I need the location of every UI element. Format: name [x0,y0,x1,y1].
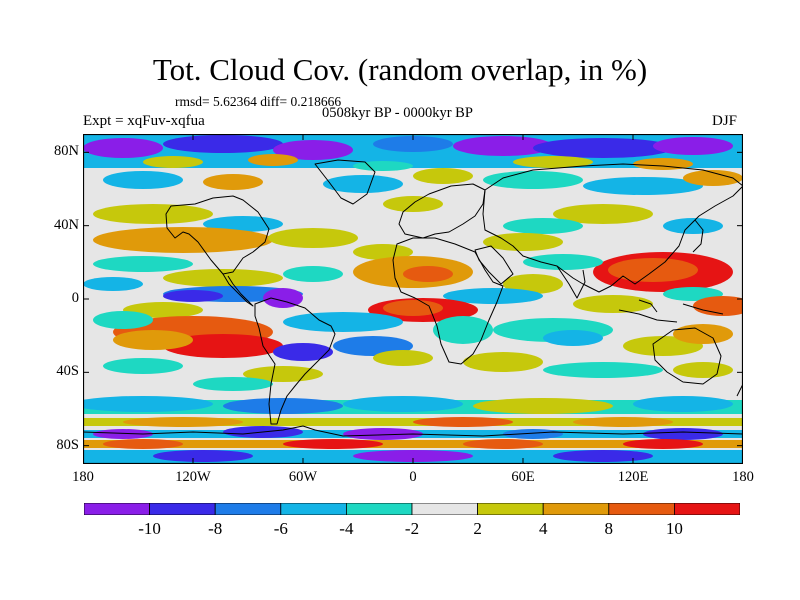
y-tick-label: 40N [54,216,79,233]
x-tick-label: 120W [175,469,211,485]
coastlines [83,159,743,437]
y-tick-label: 0 [71,290,79,306]
coast-central-america [222,273,254,307]
x-tick-label: 0 [409,469,417,485]
coast-japan [692,219,704,253]
colorbar-label: -10 [138,519,161,538]
y-tick-label: 80N [54,143,79,160]
coast-arabia [474,245,514,285]
coast-india [556,265,586,299]
season-label: DJF [712,113,738,129]
coast-asia [482,163,743,293]
cloud-cover-map [83,134,743,464]
x-tick-label: 180 [732,469,754,485]
colorbar-swatch [542,503,610,515]
colorbar-swatch [345,503,413,515]
map-title: Tot. Cloud Cov. (random overlap, in %) [152,52,648,87]
x-tick-label: 60W [288,469,318,485]
coast-north-america [165,195,270,275]
x-tick-label: 60E [511,469,535,485]
coast-antarctica [83,425,743,437]
x-tick-label: 120E [617,469,649,485]
colorbar-label: -6 [273,519,288,538]
colorbar-swatch [608,503,675,515]
stats-line: rmsd= 5.62364 diff= 0.218666 [175,94,342,109]
coast-south-america [254,297,336,425]
anomaly-field [83,134,743,464]
experiment-label: Expt = xqFuv-xqfua [83,113,205,129]
y-tick-label: 40S [56,363,79,380]
colorbar-swatch [149,503,216,515]
colorbar-swatch [674,503,740,515]
colorbar-label: 2 [473,519,482,538]
colorbar [84,503,740,515]
period-label: 0508kyr BP - 0000kyr BP [322,105,473,121]
colorbar-swatch [411,503,478,515]
x-tick-label: 180 [72,469,94,485]
colorbar-label: 8 [604,519,614,538]
colorbar-label: -4 [339,519,354,538]
coast-indonesia [618,299,724,323]
coast-greenland [314,159,376,205]
colorbar-swatch [477,503,544,515]
colorbar-swatch [280,503,347,515]
colorbar-label: 4 [538,519,548,538]
coast-australia [652,327,722,385]
coast-africa [392,237,504,365]
colorbar-label: -2 [404,519,420,538]
colorbar-label: 10 [665,519,683,538]
colorbar-label: -8 [208,519,223,538]
colorbar-swatch [84,503,150,515]
coast-new-zealand [736,382,743,397]
colorbar-swatch [214,503,282,515]
y-tick-label: 80S [56,436,79,453]
